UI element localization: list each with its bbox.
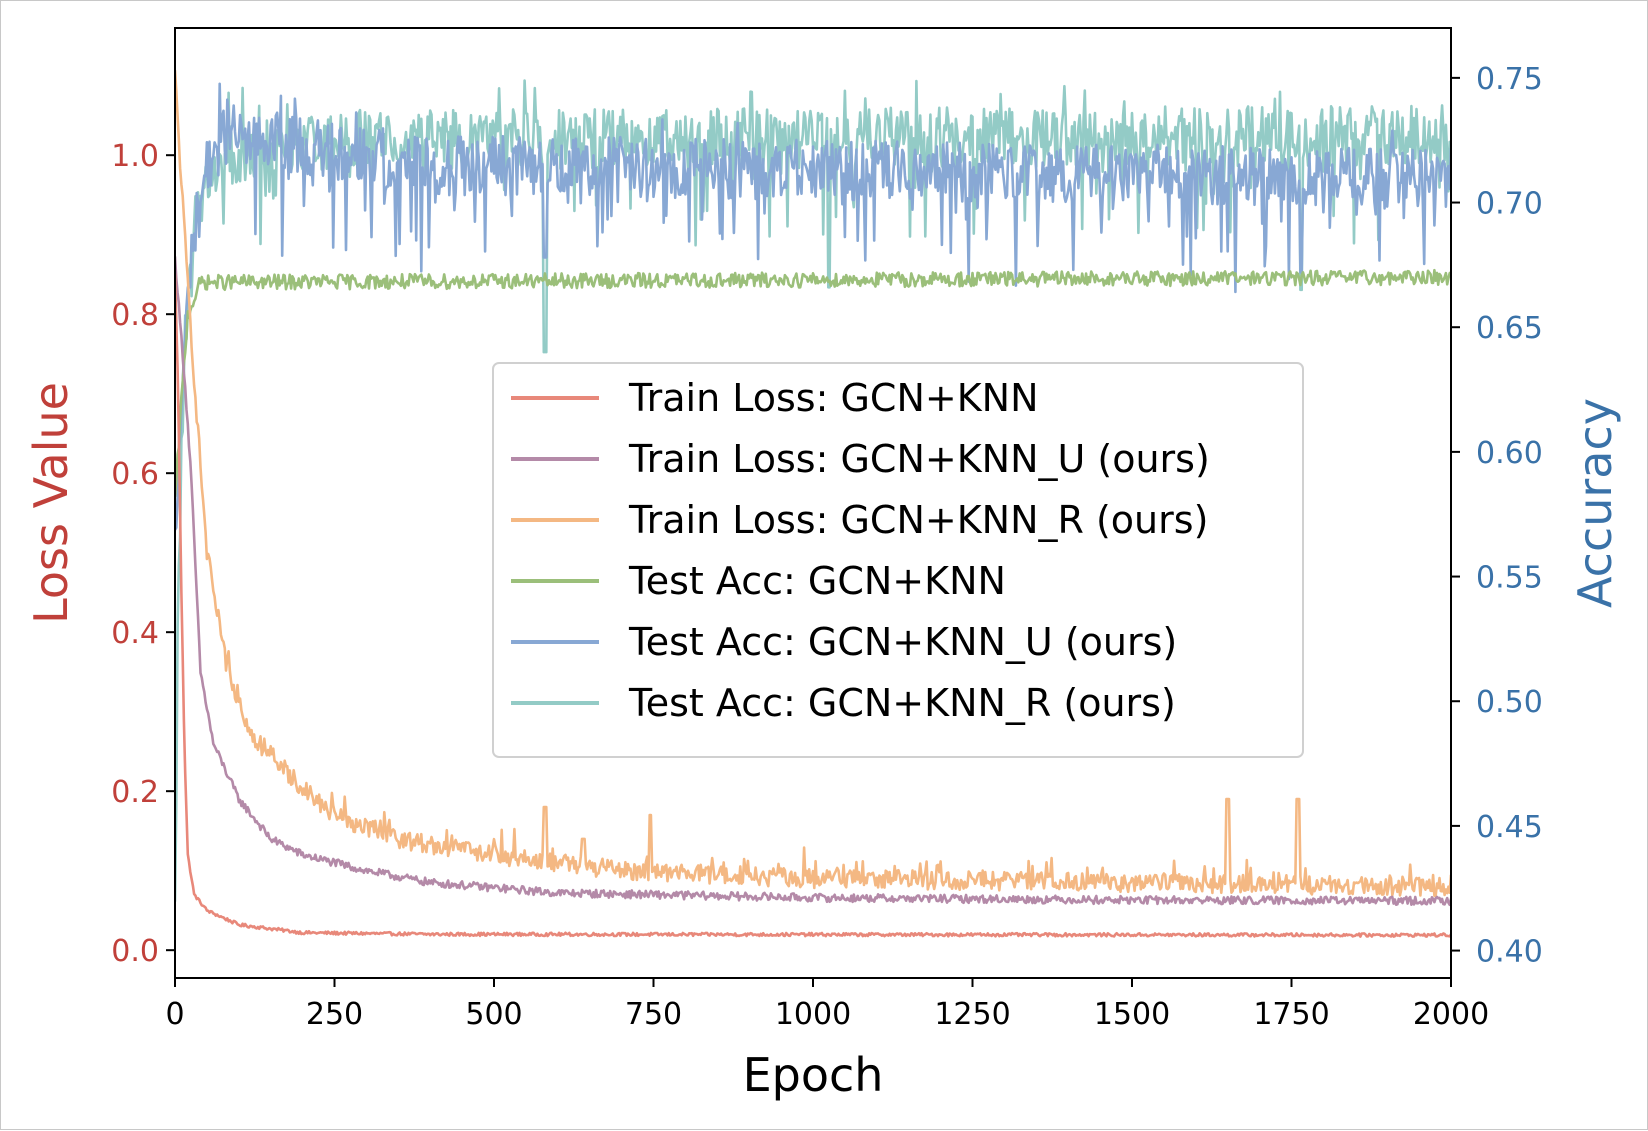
y-axis-label-right: Accuracy xyxy=(1568,398,1622,608)
left-tick-label: 0.6 xyxy=(111,457,159,492)
right-tick-label: 0.60 xyxy=(1476,436,1543,471)
series-line-3 xyxy=(175,268,1451,498)
x-tick-label: 500 xyxy=(465,997,522,1032)
series-line-0 xyxy=(175,273,1451,938)
y-axis-label-left: Loss Value xyxy=(24,382,78,624)
left-tick-label: 1.0 xyxy=(111,139,159,174)
left-tick-label: 0.2 xyxy=(111,775,159,810)
legend-label-4: Test Acc: GCN+KNN_U (ours) xyxy=(628,620,1177,664)
series-line-2 xyxy=(175,70,1451,898)
legend-label-0: Train Loss: GCN+KNN xyxy=(628,376,1039,420)
legend-label-3: Test Acc: GCN+KNN xyxy=(628,559,1006,603)
right-tick-label: 0.45 xyxy=(1476,810,1543,845)
left-tick-label: 0.4 xyxy=(111,616,159,651)
x-tick-label: 250 xyxy=(306,997,363,1032)
legend: Train Loss: GCN+KNN Train Loss: GCN+KNN_U… xyxy=(492,362,1304,758)
x-tick-label: 2000 xyxy=(1413,997,1489,1032)
left-tick-label: 0.8 xyxy=(111,298,159,333)
x-tick-label: 1000 xyxy=(775,997,851,1032)
series-layer xyxy=(175,70,1451,938)
left-tick-label: 0.0 xyxy=(111,934,159,969)
right-axis-ticks: 0.40 0.45 0.50 0.55 0.60 0.65 0.70 0.75 xyxy=(1451,62,1543,970)
x-tick-label: 1500 xyxy=(1094,997,1170,1032)
x-axis-label: Epoch xyxy=(743,1048,884,1102)
x-tick-label: 1250 xyxy=(934,997,1010,1032)
left-axis-ticks: 0.0 0.2 0.4 0.6 0.8 1.0 xyxy=(111,139,175,969)
right-tick-label: 0.70 xyxy=(1476,187,1543,222)
x-tick-label: 0 xyxy=(165,997,184,1032)
series-line-1 xyxy=(175,256,1451,907)
x-tick-label: 1750 xyxy=(1253,997,1329,1032)
right-tick-label: 0.75 xyxy=(1476,62,1543,97)
legend-label-5: Test Acc: GCN+KNN_R (ours) xyxy=(628,681,1176,725)
legend-label-1: Train Loss: GCN+KNN_U (ours) xyxy=(628,437,1210,481)
legend-label-2: Train Loss: GCN+KNN_R (ours) xyxy=(628,498,1208,542)
legend-box xyxy=(492,362,1304,758)
right-tick-label: 0.65 xyxy=(1476,311,1543,346)
right-tick-label: 0.40 xyxy=(1476,935,1543,970)
right-tick-label: 0.55 xyxy=(1476,561,1543,596)
right-tick-label: 0.50 xyxy=(1476,685,1543,720)
series-line-4 xyxy=(175,82,1451,531)
x-tick-label: 750 xyxy=(625,997,682,1032)
x-axis-ticks: 0 250 500 750 1000 1250 1500 1750 2000 xyxy=(165,978,1489,1032)
